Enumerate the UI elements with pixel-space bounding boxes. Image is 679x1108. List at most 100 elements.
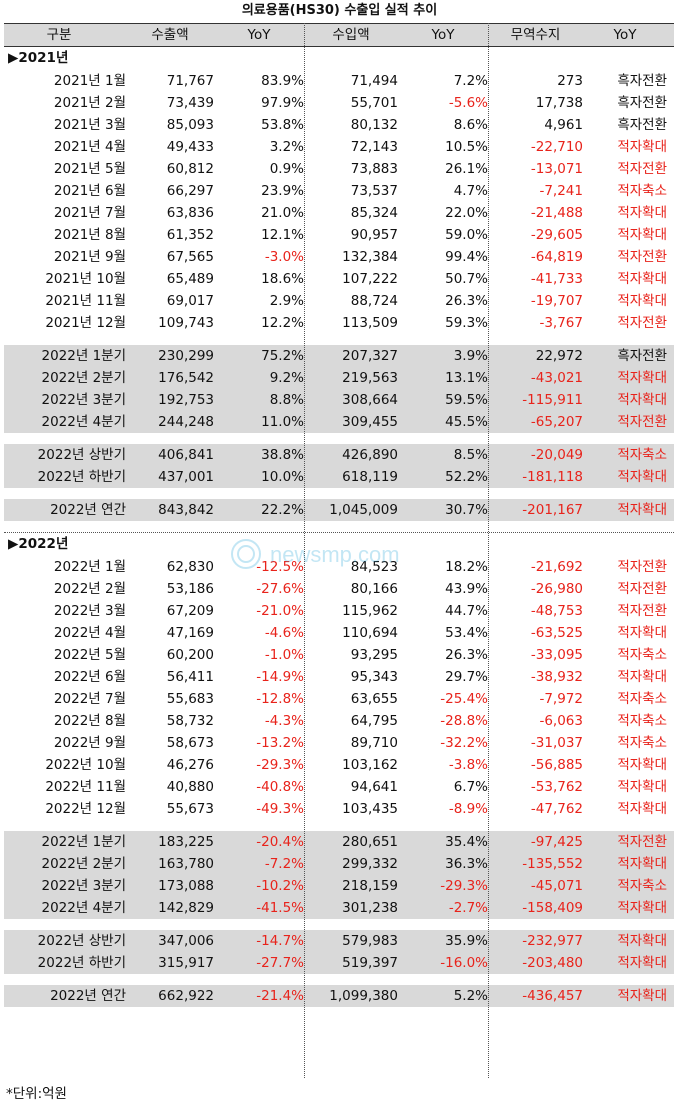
- cell-balance-yoy: 적자확대: [617, 502, 667, 518]
- cell-import: 1,099,380: [329, 988, 398, 1004]
- cell-balance-yoy: 적자확대: [617, 933, 667, 949]
- cell-trade-balance: 22,972: [535, 348, 583, 364]
- cell-balance-yoy: 적자전환: [617, 834, 667, 850]
- cell-export: 142,829: [158, 900, 214, 916]
- cell-balance-yoy: 적자축소: [617, 691, 667, 707]
- cell-balance-yoy: 적자확대: [617, 139, 667, 155]
- cell-balance-yoy: 적자확대: [617, 469, 667, 485]
- cell-import-yoy: -25.4%: [440, 691, 488, 707]
- cell-export: 71,767: [166, 73, 214, 89]
- cell-trade-balance: -3,767: [539, 315, 583, 331]
- cell-trade-balance: -63,525: [530, 625, 583, 641]
- cell-import-yoy: 7.2%: [453, 73, 488, 89]
- table-row: 2022년 3분기 192,753 8.8% 308,664 59.5% -115,911…: [4, 389, 674, 411]
- cell-import: 89,710: [350, 735, 398, 751]
- cell-category: 2022년 4월: [53, 625, 126, 641]
- cell-trade-balance: -115,911: [522, 392, 583, 408]
- cell-export-yoy: -13.2%: [256, 735, 304, 751]
- table-row: 2022년 상반기 347,006 -14.7% 579,983 35.9% -232,9…: [4, 930, 674, 952]
- cell-import-yoy: 59.5%: [445, 392, 488, 408]
- cell-export: 69,017: [166, 293, 214, 309]
- cell-export-yoy: -10.2%: [256, 878, 304, 894]
- table-row: 2021년 12월 109,743 12.2% 113,509 59.3% -3,767 적…: [4, 312, 674, 334]
- cell-balance-yoy: 적자확대: [617, 625, 667, 641]
- table-row: 2022년 11월 40,880 -40.8% 94,641 6.7% -53,762 적자…: [4, 776, 674, 798]
- cell-export-yoy: -21.4%: [256, 988, 304, 1004]
- cell-balance-yoy: 흑자전환: [617, 95, 667, 111]
- cell-trade-balance: 4,961: [544, 117, 583, 133]
- group-spacer: [4, 974, 674, 985]
- cell-export: 173,088: [158, 878, 214, 894]
- cell-import: 71,494: [350, 73, 398, 89]
- cell-trade-balance: -64,819: [530, 249, 583, 265]
- table-row: 2021년 6월 66,297 23.9% 73,537 4.7% -7,241 적자축소: [4, 180, 674, 202]
- table-row: 2022년 2분기 163,780 -7.2% 299,332 36.3% -135,55…: [4, 853, 674, 875]
- cell-category: 2022년 3분기: [41, 392, 127, 408]
- cell-export-yoy: -4.3%: [264, 713, 304, 729]
- cell-export-yoy: -29.3%: [256, 757, 304, 773]
- cell-import: 579,983: [342, 933, 398, 949]
- cell-category: 2022년 10월: [45, 757, 126, 773]
- cell-export-yoy: -14.9%: [256, 669, 304, 685]
- cell-trade-balance: -19,707: [530, 293, 583, 309]
- table-row: 2022년 4분기 244,248 11.0% 309,455 45.5% -65,207…: [4, 411, 674, 433]
- cell-category: 2021년 6월: [53, 183, 126, 199]
- cell-trade-balance: -31,037: [530, 735, 583, 751]
- cell-export: 61,352: [166, 227, 214, 243]
- cell-trade-balance: -43,021: [530, 370, 583, 386]
- cell-import-yoy: 18.2%: [445, 559, 488, 575]
- cell-export-yoy: -3.0%: [264, 249, 304, 265]
- cell-trade-balance: -29,605: [530, 227, 583, 243]
- table-header: 구분 수출액 YoY 수입액 YoY 무역수지 YoY: [4, 23, 674, 47]
- cell-import: 73,537: [350, 183, 398, 199]
- cell-export: 40,880: [166, 779, 214, 795]
- cell-export-yoy: 8.8%: [269, 392, 304, 408]
- cell-import: 73,883: [350, 161, 398, 177]
- cell-import-yoy: -29.3%: [440, 878, 488, 894]
- cell-import-yoy: 26.3%: [445, 293, 488, 309]
- cell-export: 67,565: [166, 249, 214, 265]
- cell-category: 2022년 연간: [50, 502, 126, 518]
- table-row: 2022년 4분기 142,829 -41.5% 301,238 -2.7% -158,4…: [4, 897, 674, 919]
- cell-import-yoy: 8.5%: [453, 447, 488, 463]
- cell-import: 132,384: [342, 249, 398, 265]
- cell-category: 2022년 12월: [45, 801, 126, 817]
- cell-export: 406,841: [158, 447, 214, 463]
- cell-category: 2022년 상반기: [37, 447, 126, 463]
- cell-import-yoy: 52.2%: [445, 469, 488, 485]
- cell-export: 62,830: [166, 559, 214, 575]
- cell-import-yoy: 35.4%: [445, 834, 488, 850]
- cell-trade-balance: -48,753: [530, 603, 583, 619]
- cell-export: 53,186: [166, 581, 214, 597]
- cell-import: 80,132: [350, 117, 398, 133]
- cell-import: 618,119: [342, 469, 398, 485]
- cell-import-yoy: 26.1%: [445, 161, 488, 177]
- cell-import-yoy: 29.7%: [445, 669, 488, 685]
- cell-import-yoy: -16.0%: [440, 955, 488, 971]
- group-spacer: [4, 433, 674, 444]
- cell-export-yoy: -27.6%: [256, 581, 304, 597]
- cell-import-yoy: 8.6%: [453, 117, 488, 133]
- trade-table: 구분 수출액 YoY 수입액 YoY 무역수지 YoY ▶2021년 2021년 …: [4, 23, 674, 1007]
- cell-import-yoy: 50.7%: [445, 271, 488, 287]
- cell-import: 63,655: [350, 691, 398, 707]
- cell-balance-yoy: 흑자전환: [617, 117, 667, 133]
- table-row: 2022년 1분기 230,299 75.2% 207,327 3.9% 22,972 흑자…: [4, 345, 674, 367]
- table-row: 2022년 2분기 176,542 9.2% 219,563 13.1% -43,021 적…: [4, 367, 674, 389]
- cell-balance-yoy: 적자확대: [617, 988, 667, 1004]
- col-header-category: 구분: [46, 27, 72, 43]
- cell-import-yoy: 36.3%: [445, 856, 488, 872]
- cell-trade-balance: 17,738: [535, 95, 583, 111]
- table-row: 2021년 9월 67,565 -3.0% 132,384 99.4% -64,819 적자…: [4, 246, 674, 268]
- cell-import: 115,962: [342, 603, 398, 619]
- cell-import-yoy: 43.9%: [445, 581, 488, 597]
- table-row: 2021년 1월 71,767 83.9% 71,494 7.2% 273 흑자전환: [4, 70, 674, 92]
- cell-import: 94,641: [350, 779, 398, 795]
- section-label: ▶2022년: [8, 536, 69, 552]
- cell-export: 73,439: [166, 95, 214, 111]
- cell-trade-balance: -41,733: [530, 271, 583, 287]
- cell-balance-yoy: 적자축소: [617, 183, 667, 199]
- cell-import: 95,343: [350, 669, 398, 685]
- cell-export-yoy: -4.6%: [264, 625, 304, 641]
- cell-import: 299,332: [342, 856, 398, 872]
